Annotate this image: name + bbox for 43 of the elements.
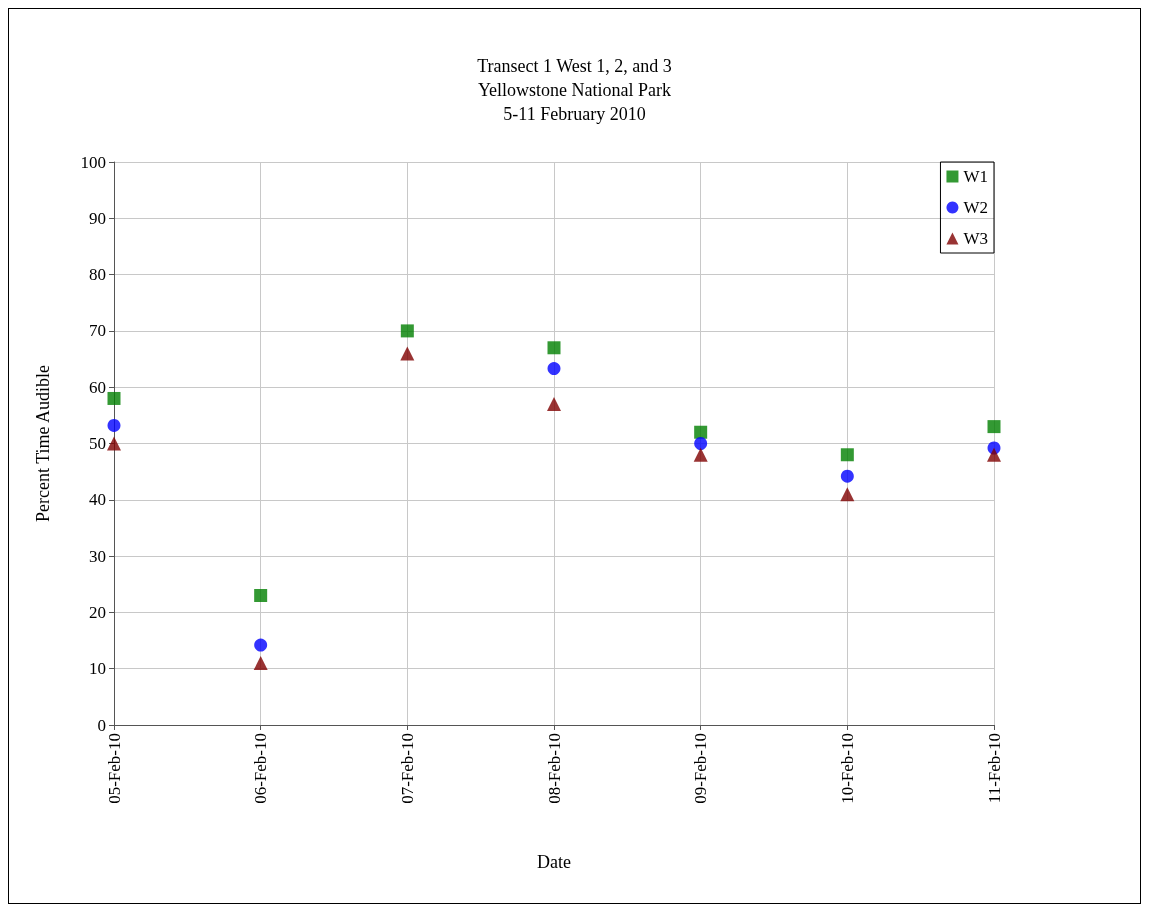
point <box>254 589 268 603</box>
x-tick-label: 07-Feb-10 <box>397 733 417 804</box>
point <box>254 638 268 652</box>
x-tick-label: 06-Feb-10 <box>251 733 271 804</box>
point <box>400 346 415 361</box>
y-tick-label: 60 <box>89 377 106 397</box>
point <box>693 447 708 462</box>
point <box>987 447 1001 462</box>
point <box>107 418 121 432</box>
y-tick-label: 10 <box>89 659 106 679</box>
y-tick-label: 70 <box>89 321 106 341</box>
point <box>400 324 414 338</box>
chart-title: Transect 1 West 1, 2, and 3 Yellowstone National Park 5-11 February 2010 <box>477 56 672 124</box>
x-tick-label: 05-Feb-10 <box>104 733 124 804</box>
legend-label: W2 <box>963 198 988 217</box>
point <box>107 391 121 405</box>
legend-label: W1 <box>963 167 988 186</box>
x-tick-label: 08-Feb-10 <box>544 733 564 804</box>
y-tick-label: 0 <box>97 715 106 735</box>
point <box>840 448 854 462</box>
x-axis-title: Date <box>537 852 571 872</box>
x-tick-label: 09-Feb-10 <box>691 733 711 804</box>
y-axis-title: Percent Time Audible <box>33 364 53 522</box>
point <box>694 437 708 450</box>
point <box>694 425 708 439</box>
x-tick-label: 10-Feb-10 <box>837 733 857 804</box>
y-tick-label: 20 <box>89 602 106 622</box>
y-tick-label: 80 <box>89 265 106 285</box>
y-tick-label: 90 <box>89 208 106 228</box>
point <box>547 341 561 355</box>
y-tick-label: 30 <box>89 546 106 566</box>
point <box>253 656 268 671</box>
legend-label: W3 <box>963 229 988 248</box>
point <box>840 469 854 483</box>
y-tick-label: 40 <box>89 490 106 510</box>
y-tick-label: 50 <box>89 434 106 453</box>
point <box>547 397 561 412</box>
point <box>840 487 855 502</box>
point <box>107 436 121 451</box>
point <box>547 362 561 376</box>
y-tick-label: 100 <box>80 152 106 172</box>
point <box>987 420 1001 434</box>
x-tick-label: 11-Feb-10 <box>984 733 1004 804</box>
